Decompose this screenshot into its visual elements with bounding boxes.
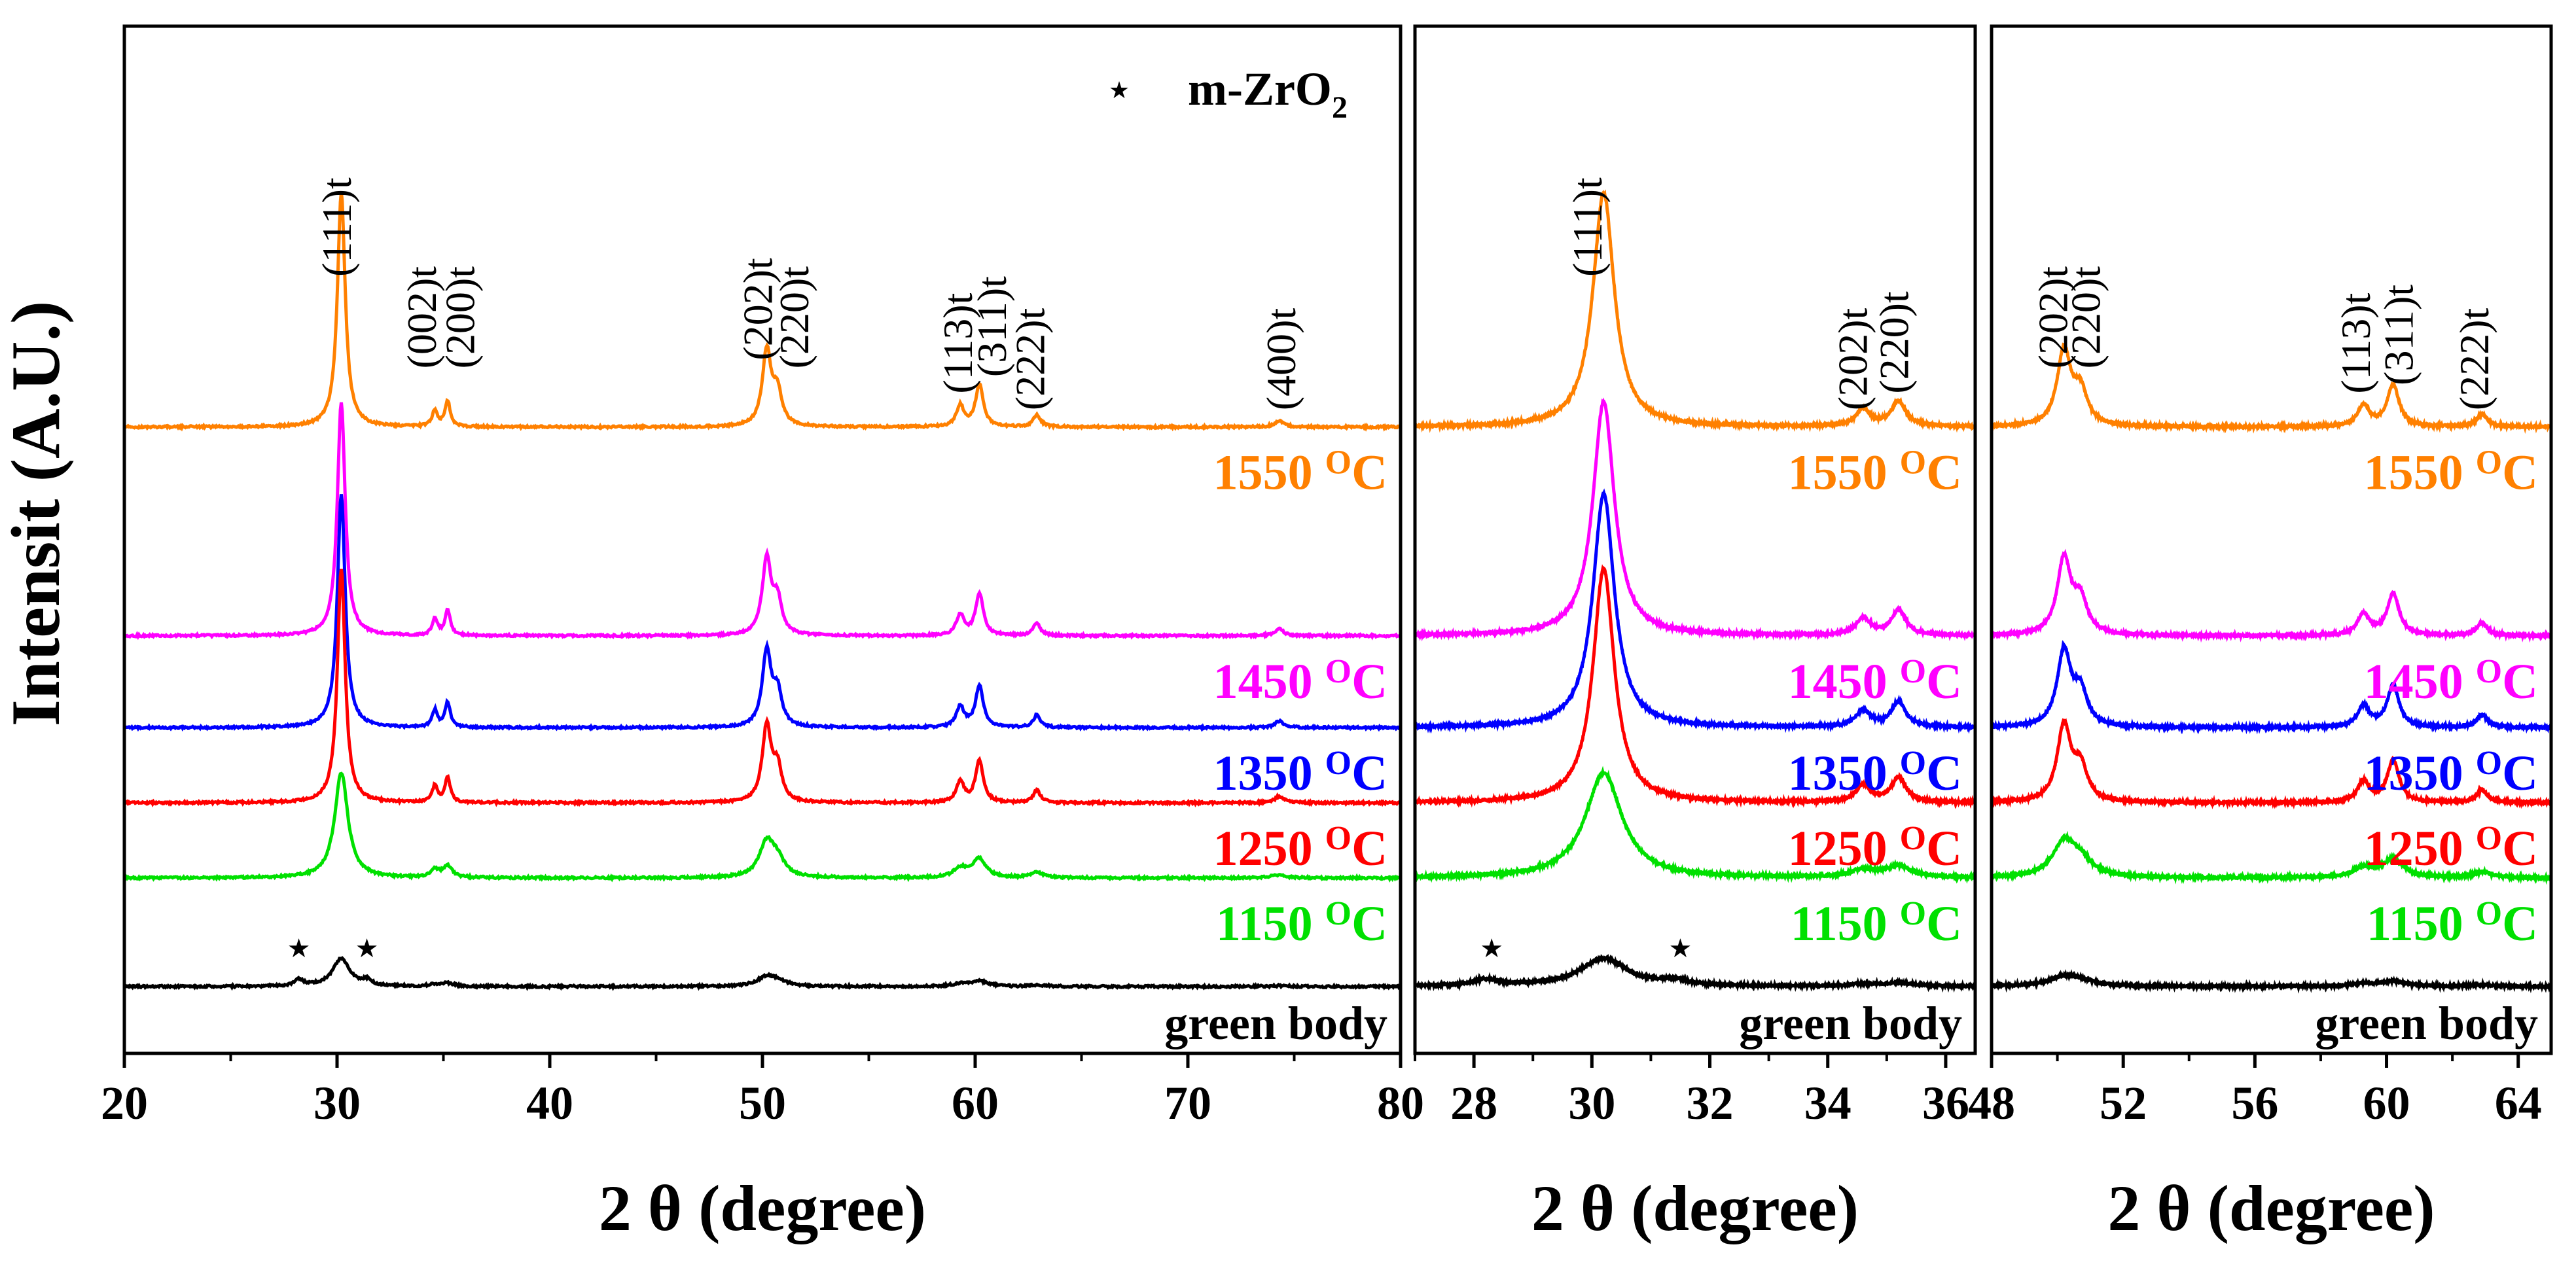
series-line-green-body <box>1415 953 1975 993</box>
series-line-1350 <box>124 494 1401 732</box>
peak-label: (220)t <box>2063 266 2109 369</box>
legend-star-icon: ★ <box>1109 77 1130 103</box>
legend: ★ m-ZrO2 <box>1109 63 1348 125</box>
sample-label: 1350 OC <box>1788 745 1962 801</box>
series-group <box>1415 189 1975 993</box>
peak-label: (113)t <box>935 292 981 393</box>
legend-label: m-ZrO2 <box>1188 63 1348 125</box>
peak-label: (311)t <box>969 276 1015 377</box>
series-line-1250 <box>1415 564 1975 809</box>
x-tick-label: 32 <box>1687 1077 1734 1129</box>
series-line-1350 <box>1992 639 2551 735</box>
peak-label: (220)t <box>771 266 817 369</box>
x-tick-label: 52 <box>2100 1077 2147 1129</box>
sample-label: green body <box>1739 997 1962 1049</box>
sample-label: 1550 OC <box>2364 444 2538 501</box>
sample-label: 1450 OC <box>2364 653 2538 709</box>
series-line-1450 <box>1992 548 2551 643</box>
sample-label: 1550 OC <box>1788 444 1962 501</box>
x-axis-label: 2 θ (degree) <box>1531 1172 1859 1244</box>
peak-label: (113)t <box>2333 292 2379 393</box>
series-line-1550 <box>1992 342 2551 434</box>
x-tick-label: 34 <box>1804 1077 1851 1129</box>
monoclinic-star-icon: ★ <box>355 934 379 963</box>
x-tick-label: 30 <box>313 1077 361 1129</box>
series-line-1250 <box>124 569 1401 807</box>
series-line-1150 <box>1415 766 1975 884</box>
x-tick-label: 50 <box>739 1077 786 1129</box>
peak-label: (200)t <box>437 266 484 369</box>
peak-label: (202)t <box>2030 266 2076 369</box>
sample-label: 1350 OC <box>2364 745 2538 801</box>
sample-label: 1250 OC <box>2364 820 2538 876</box>
x-tick-label: 20 <box>101 1077 148 1129</box>
series-line-1550 <box>124 192 1401 432</box>
sample-label: 1450 OC <box>1213 653 1387 709</box>
monoclinic-star-icon: ★ <box>1480 934 1503 963</box>
monoclinic-star-icon: ★ <box>287 934 311 963</box>
x-tick-label: 80 <box>1377 1077 1424 1129</box>
sample-label: green body <box>1164 997 1387 1049</box>
peak-label: (222)t <box>2451 308 2497 411</box>
sample-label: green body <box>2315 997 2538 1049</box>
peak-label: (202)t <box>1829 308 1876 411</box>
peak-label: (400)t <box>1258 308 1304 411</box>
peak-label: (002)t <box>399 266 445 369</box>
sample-label: 1150 OC <box>1791 895 1962 951</box>
series-line-1250 <box>1992 718 2551 810</box>
peak-label: (202)t <box>735 258 781 361</box>
y-axis-label: Intensit (A.U.) <box>0 301 74 727</box>
x-tick-label: 60 <box>952 1077 999 1129</box>
panel-full: 1550 OC 1450 OC 1350 OC 1250 OC 1150 OC green… <box>0 24 1424 1244</box>
panel-zoom-48-64: 1550 OC 1450 OC 1350 OC 1250 OC 1150 OC green… <box>1968 24 2553 1244</box>
sample-label: 1450 OC <box>1788 653 1962 709</box>
x-tick-label: 60 <box>2363 1077 2410 1129</box>
x-tick-label: 56 <box>2231 1077 2278 1129</box>
plot-frame <box>1990 24 2553 1055</box>
series-line-green-body <box>1992 969 2551 994</box>
peak-label: (220)t <box>1871 291 1918 394</box>
series-line-1450 <box>1415 397 1975 642</box>
sample-label: 1350 OC <box>1213 745 1387 801</box>
series-line-1150 <box>1992 830 2551 885</box>
sample-label: 1250 OC <box>1213 820 1387 876</box>
series-line-1450 <box>124 402 1401 641</box>
series-group <box>1992 342 2551 994</box>
panel-zoom-28-36: 1550 OC 1450 OC 1350 OC 1250 OC 1150 OC green… <box>1413 24 1977 1244</box>
series-group <box>124 192 1401 991</box>
x-tick-label: 48 <box>1968 1077 2015 1129</box>
x-tick-label: 70 <box>1164 1077 1211 1129</box>
x-axis-label: 2 θ (degree) <box>599 1172 926 1244</box>
peak-label: (311)t <box>2375 285 2422 385</box>
sample-label: 1150 OC <box>1216 895 1387 951</box>
series-line-1550 <box>1415 189 1975 433</box>
sample-label: 1150 OC <box>2367 895 2538 951</box>
monoclinic-star-icon: ★ <box>1669 934 1692 963</box>
series-line-1350 <box>1415 488 1975 734</box>
peak-label: (222)t <box>1007 308 1054 411</box>
x-tick-label: 36 <box>1922 1077 1969 1129</box>
peak-label: (111)t <box>313 177 360 277</box>
series-line-green-body <box>124 955 1401 991</box>
x-tick-label: 28 <box>1450 1077 1497 1129</box>
sample-label: 1550 OC <box>1213 444 1387 501</box>
plot-frame <box>1413 24 1977 1055</box>
x-tick-label: 40 <box>526 1077 573 1129</box>
x-tick-label: 64 <box>2495 1077 2542 1129</box>
x-axis-label: 2 θ (degree) <box>2107 1172 2435 1244</box>
peak-label: (111)t <box>1564 177 1611 277</box>
series-line-1150 <box>124 771 1401 883</box>
x-tick-label: 30 <box>1568 1077 1615 1129</box>
sample-label: 1250 OC <box>1788 820 1962 876</box>
